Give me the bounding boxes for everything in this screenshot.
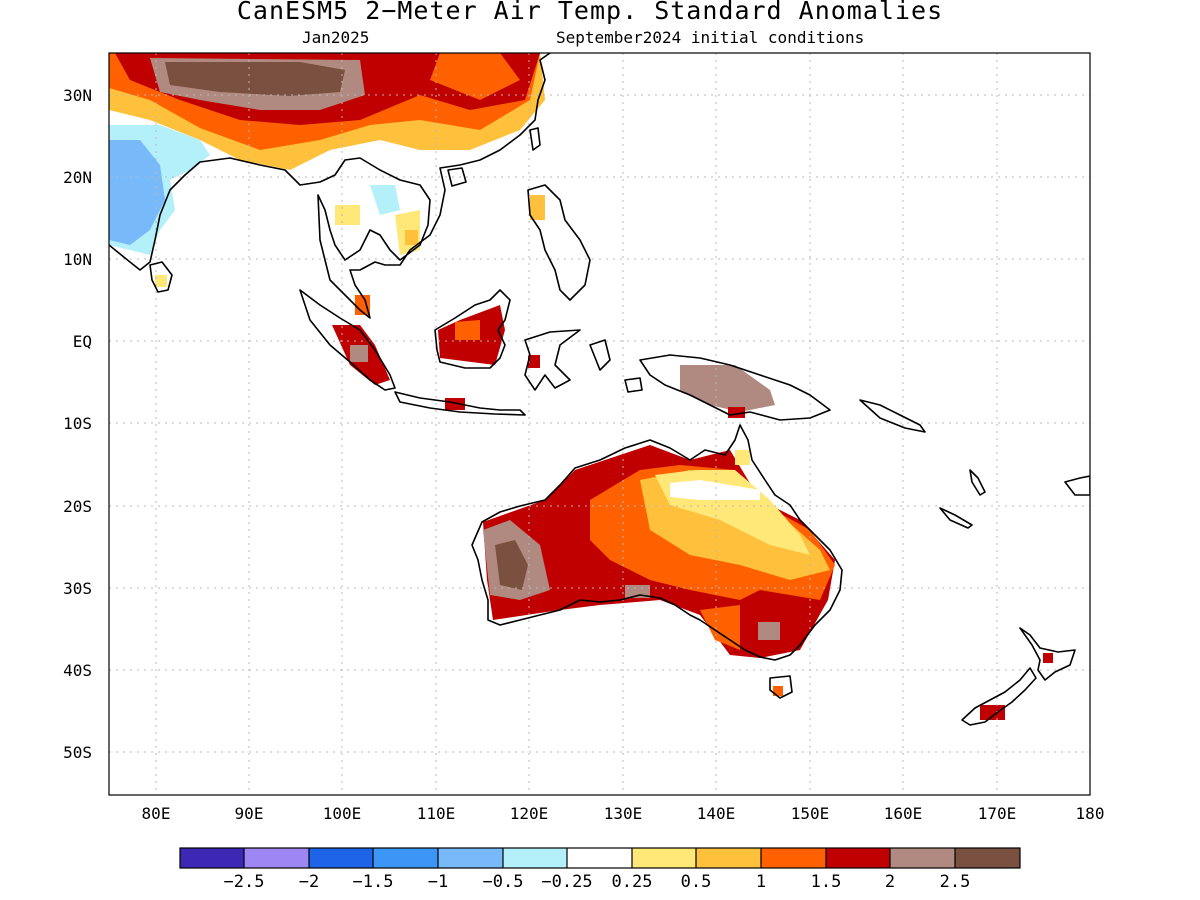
lon-tick-label: 120E [509, 804, 549, 823]
sumatra-tan-shading [350, 345, 368, 362]
colorbar-swatch [309, 848, 373, 868]
nz-south-coast [961, 667, 1037, 726]
shading-layer [109, 53, 1053, 720]
colorbar-swatch [632, 848, 696, 868]
vanuatu-coast [969, 469, 986, 496]
map-frame [108, 52, 1091, 796]
taiwan-coast [529, 127, 541, 151]
nz-red-north [1043, 653, 1053, 663]
tibet-brown-shading [165, 62, 345, 96]
indochina-cool-shading [370, 185, 400, 215]
australia-white-shading [670, 480, 760, 500]
colorbar-label: −2.5 [223, 872, 265, 892]
lon-tick-label: 180 [1075, 804, 1105, 823]
cape-york-yellow [735, 450, 750, 465]
colorbar-swatch [890, 848, 955, 868]
colorbar-swatch [180, 848, 244, 868]
nz-north-coast [1019, 627, 1076, 681]
lat-tick-label: 40S [63, 661, 92, 680]
colorbar-label: −2 [298, 872, 320, 892]
newguinea-coast [639, 354, 831, 421]
lon-tick-label: 140E [696, 804, 736, 823]
lat-tick-label: 20N [63, 168, 92, 187]
lat-tick-label: 30S [63, 579, 92, 598]
lon-tick-label: 80E [141, 804, 171, 823]
lon-tick-label: 130E [603, 804, 643, 823]
coastlines [109, 53, 1090, 726]
valid-month: Jan2025 [302, 28, 370, 47]
india-warm-spot [155, 275, 167, 287]
wa-brown-shading [495, 540, 528, 590]
colorbar [179, 847, 1021, 869]
lat-tick-label: 10N [63, 250, 92, 269]
india-blue-shading [109, 140, 165, 245]
indochina-yellow-shading [335, 205, 420, 255]
australia-coast [471, 424, 843, 661]
colorbar-swatch [503, 848, 567, 868]
colorbar-swatch [696, 848, 761, 868]
lon-tick-label: 110E [416, 804, 456, 823]
asia-coast [109, 53, 551, 319]
colorbar-label: 0.5 [680, 872, 712, 892]
fiji-coast [1064, 475, 1090, 496]
colorbar-label: 2.5 [939, 872, 971, 892]
philippines-coast [527, 184, 591, 301]
colorbar-frame [179, 847, 1021, 869]
colorbar-swatch [567, 848, 632, 868]
lon-tick-label: 100E [322, 804, 362, 823]
tasmania-coast [769, 675, 793, 699]
sumatra-coast [299, 289, 396, 391]
colorbar-swatch [826, 848, 890, 868]
sulawesi-coast [524, 329, 581, 391]
java-coast [394, 391, 526, 416]
srilanka-coast [149, 261, 173, 293]
colorbar-label: −1.5 [352, 872, 394, 892]
hainan-coast [447, 167, 467, 187]
lat-tick-label: 50S [63, 743, 92, 762]
victoria-tan-spot [758, 622, 780, 640]
colorbar-swatch [955, 848, 1020, 868]
newguinea-tan-shading [680, 365, 775, 412]
colorbar-label: −0.25 [541, 872, 593, 892]
colorbar-label: −0.5 [482, 872, 524, 892]
indochina-orange-spot [405, 230, 418, 245]
colorbar-swatch [373, 848, 438, 868]
borneo-orange-shading [455, 320, 480, 340]
solomons-coast [859, 399, 926, 433]
colorbar-label: 2 [884, 872, 896, 892]
gridlines [109, 53, 1090, 795]
colorbar-label: 1 [755, 872, 767, 892]
sa-tan-spot [625, 585, 650, 598]
lon-tick-label: 170E [977, 804, 1017, 823]
malaya-orange-shading [355, 295, 370, 315]
colorbar-swatch [438, 848, 503, 868]
australia-orange-south [700, 605, 740, 650]
lon-tick-label: 90E [234, 804, 264, 823]
colorbar-dividers [243, 848, 956, 868]
colorbar-swatch [761, 848, 826, 868]
lat-tick-label: 30N [63, 86, 92, 105]
colorbar-label: −1 [427, 872, 449, 892]
newcaledonia-coast [939, 507, 973, 529]
map-title: CanESM5 2−Meter Air Temp. Standard Anoma… [236, 0, 944, 25]
lat-tick-label: EQ [72, 332, 92, 351]
borneo-coast [434, 289, 511, 369]
moluccas-coast [589, 339, 643, 393]
lat-tick-label: 20S [63, 497, 92, 516]
lon-tick-label: 160E [883, 804, 923, 823]
nz-red-south [980, 705, 1005, 720]
lon-tick-label: 150E [790, 804, 830, 823]
sulawesi-red-shading [528, 355, 540, 368]
philippines-shading [530, 195, 545, 220]
colorbar-swatch [244, 848, 309, 868]
lat-tick-label: 10S [63, 414, 92, 433]
colorbar-label: 0.25 [611, 872, 653, 892]
initial-conditions: September2024 initial conditions [556, 28, 865, 47]
colorbar-label: 1.5 [810, 872, 842, 892]
java-red-shading [445, 398, 465, 410]
